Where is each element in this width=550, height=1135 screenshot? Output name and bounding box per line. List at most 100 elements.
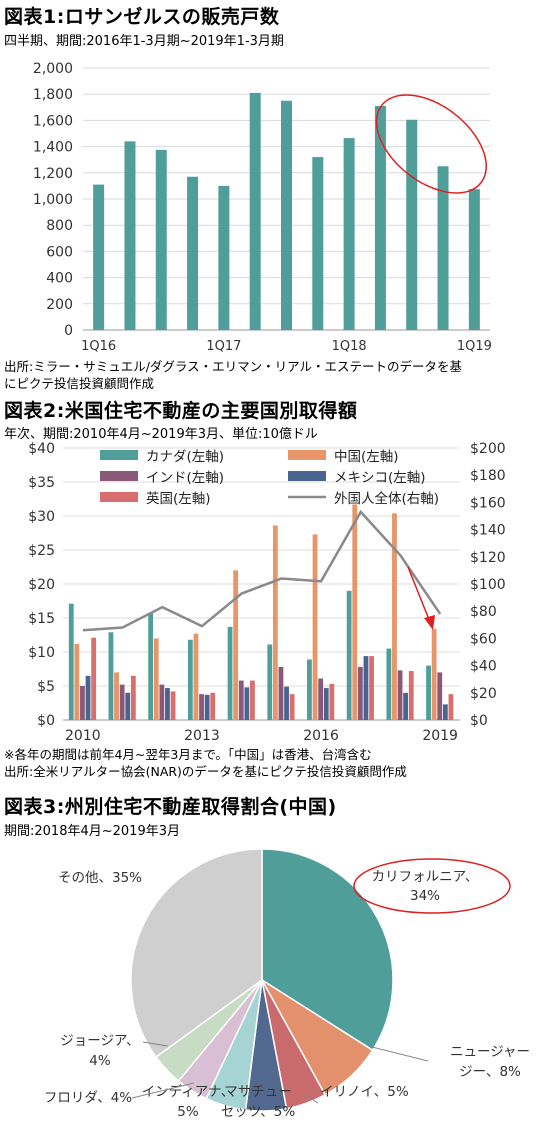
chart2-bar-2010-s4 xyxy=(91,637,97,720)
figure2-source-line1: ※各年の期間は前年4月~翌年3月まで。「中国」は香港、台湾含む xyxy=(4,747,372,762)
chart1-y-tick: 200 xyxy=(46,297,73,313)
chart2-legend-label: 英国(左軸) xyxy=(146,490,211,507)
chart2-y-right-tick: $120 xyxy=(470,550,506,566)
chart2-y-right-tick: $100 xyxy=(470,577,506,593)
chart2-bar-2010-s2 xyxy=(80,686,85,720)
chart2-bar-2013-s2 xyxy=(199,694,204,720)
chart3-label-florida: フロリダ、4% xyxy=(44,1090,132,1106)
chart2-bar-2017-s2 xyxy=(357,666,363,720)
chart3-label-california-pct: 34% xyxy=(410,888,440,904)
chart3-highlight-ellipse xyxy=(353,858,511,914)
chart1-bar-4Q18 xyxy=(437,166,449,330)
chart2-y-left-tick: $5 xyxy=(37,679,55,695)
chart2-bar-2018-s2 xyxy=(397,670,403,720)
chart2-bar-2011-s2 xyxy=(119,684,125,720)
figure2-title: 図表2:米国住宅不動産の主要国別取得額 xyxy=(4,400,358,422)
chart3-label-georgia-2: 4% xyxy=(89,1053,111,1069)
chart1-y-tick: 1,600 xyxy=(33,113,73,129)
chart2-bar-2013-s1 xyxy=(193,633,199,720)
chart3-label-massachusetts: マサチュー xyxy=(224,1084,292,1100)
chart2-bar-2018-s3 xyxy=(403,692,409,720)
chart2-y-left-tick: $40 xyxy=(28,441,55,457)
figure2-source: ※各年の期間は前年4月~翌年3月まで。「中国」は香港、台湾含む 出所:全米リアル… xyxy=(4,746,544,780)
chart2-y-right-tick: $180 xyxy=(470,468,506,484)
chart2-bar-2017-s0 xyxy=(346,590,352,720)
chart1-y-tick: 2,000 xyxy=(33,61,73,77)
chart1-bar-2Q18 xyxy=(374,105,386,330)
chart2-bar-2019-s0 xyxy=(426,665,431,720)
chart3-leader xyxy=(304,1093,319,1104)
chart3-label-indiana: インディアナ、 xyxy=(142,1083,235,1100)
chart2-bar-2013-s0 xyxy=(187,639,193,720)
chart2-bar-2013-s4 xyxy=(210,692,216,720)
chart1-bar-2Q16 xyxy=(124,141,136,330)
chart3-leader xyxy=(142,1041,169,1047)
chart1-bar-1Q18 xyxy=(343,138,355,330)
chart2-bar-2011-s0 xyxy=(108,632,114,720)
chart3-label-illinois: イリノイ、5% xyxy=(320,1084,409,1100)
chart2-y-left-tick: $35 xyxy=(28,475,55,491)
chart2-legend-label: 中国(左軸) xyxy=(334,449,399,465)
chart1-y-tick: 800 xyxy=(46,218,73,234)
chart2-highlight-arrow xyxy=(407,566,431,623)
figure1-subtitle: 四半期、期間:2016年1-3月期~2019年1-3月期 xyxy=(4,34,284,49)
chart2-bar-2017-s3 xyxy=(363,656,369,720)
chart2-bar-2016-s4 xyxy=(329,683,335,720)
chart2-x-tick: 2010 xyxy=(65,728,101,744)
chart1-y-tick: 1,800 xyxy=(33,87,73,103)
chart2-legend-swatch xyxy=(288,450,326,460)
chart3-label-massachusetts-2: セッツ、5% xyxy=(221,1104,296,1120)
chart2-bar-2014-s0 xyxy=(227,626,233,720)
chart2-bar-2019-s2 xyxy=(437,672,443,720)
chart2-bar-2011-s4 xyxy=(130,675,136,720)
chart2-bar-2010-s0 xyxy=(68,603,74,720)
chart1-bar-4Q16 xyxy=(187,176,199,330)
chart3-label-california: カリフォルニア、 xyxy=(372,869,479,885)
chart1-highlight-ellipse xyxy=(375,94,487,194)
chart2-x-tick: 2016 xyxy=(303,728,339,744)
chart2-bar-2010-s3 xyxy=(85,675,91,720)
chart2-y-right-tick: $200 xyxy=(470,441,506,457)
chart2-legend-label: カナダ(左軸) xyxy=(146,449,224,465)
chart2-bar-2015-s1 xyxy=(272,525,278,720)
chart2-legend-label: メキシコ(左軸) xyxy=(334,470,426,486)
chart2-bar-2010-s1 xyxy=(74,643,80,720)
chart1-y-tick: 1,200 xyxy=(33,166,73,182)
chart1-bar-1Q17 xyxy=(218,185,230,330)
chart2-y-right-tick: $20 xyxy=(470,686,497,702)
chart2-legend-label: 外国人全体(右軸) xyxy=(334,490,439,507)
chart1-x-tick: 1Q19 xyxy=(457,339,492,354)
chart2-bar-2018-s4 xyxy=(408,671,414,720)
chart2-y-right-tick: $80 xyxy=(470,604,497,620)
chart1-x-tick: 1Q17 xyxy=(206,339,241,354)
chart1-y-tick: 0 xyxy=(64,323,73,339)
chart2-bar-2012-s2 xyxy=(159,684,165,720)
chart3-leader xyxy=(131,1082,195,1099)
chart2-bar-2016-s2 xyxy=(318,678,324,720)
chart2-y-right-tick: $0 xyxy=(470,713,488,729)
chart2-bar-2012-s0 xyxy=(148,613,154,720)
chart2-y-left-tick: $15 xyxy=(28,611,55,627)
chart2-x-tick: 2013 xyxy=(184,728,220,744)
chart1-bar-3Q18 xyxy=(406,119,418,331)
chart2-bar-2015-s0 xyxy=(267,644,273,720)
chart2-bar-2015-s3 xyxy=(284,686,289,720)
figure2-subtitle: 年次、期間:2010年4月~2019年3月、単位:10億ドル xyxy=(4,427,318,442)
chart3-leader xyxy=(371,1046,429,1062)
chart1-bar-1Q19 xyxy=(468,189,480,330)
figure3-subtitle: 期間:2018年4月~2019年3月 xyxy=(4,824,180,839)
chart2-bar-2015-s4 xyxy=(289,694,295,720)
figure1-source: 出所:ミラー・サミュエル/ダグラス・エリマン・リアル・エステートのデータを基 に… xyxy=(4,358,544,392)
chart3-slice-7 xyxy=(130,848,263,1059)
figure1-source-line1: 出所:ミラー・サミュエル/ダグラス・エリマン・リアル・エステートのデータを基 xyxy=(4,359,463,374)
chart2-bar-2014-s2 xyxy=(238,680,244,720)
chart1-bar-3Q16 xyxy=(155,149,167,330)
chart2-legend-swatch xyxy=(288,471,326,481)
chart2-y-right-tick: $140 xyxy=(470,523,506,539)
chart3-slice-0 xyxy=(261,848,394,1052)
chart2-highlight-arrowhead xyxy=(424,615,435,630)
chart2-y-right-tick: $60 xyxy=(470,631,497,647)
figure1-title: 図表1:ロサンゼルスの販売戸数 xyxy=(4,6,280,28)
chart3-label-newjersey: ニュージャー xyxy=(450,1044,530,1060)
